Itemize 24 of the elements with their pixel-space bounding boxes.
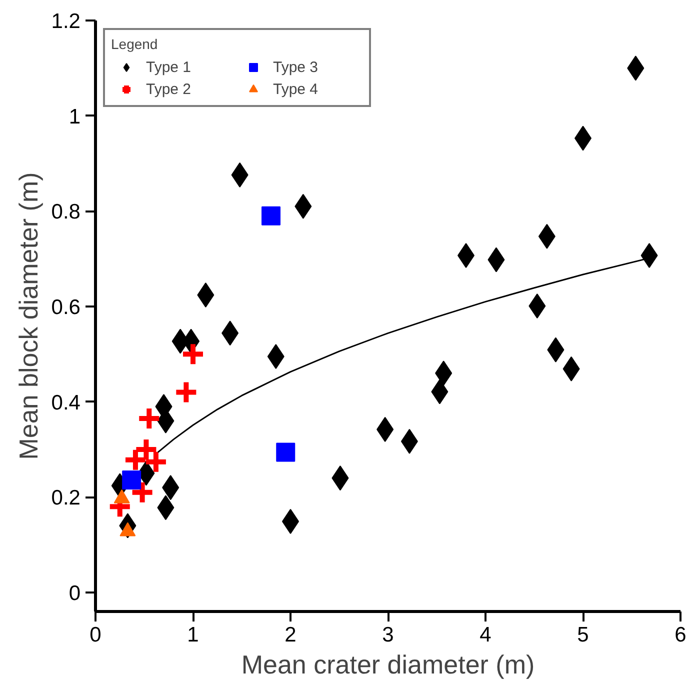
point xyxy=(276,442,296,462)
legend-label: Type 2 xyxy=(146,80,192,98)
y-tick-label: 0.4 xyxy=(51,391,81,414)
y-tick-label: 0 xyxy=(68,582,81,605)
point xyxy=(122,470,142,490)
x-tick-label: 5 xyxy=(577,624,589,646)
x-tick-label: 2 xyxy=(284,624,296,646)
legend-title: Legend xyxy=(111,36,159,52)
x-tick-label: 6 xyxy=(674,624,686,646)
legend-label: Type 4 xyxy=(273,80,320,98)
y-tick-label: 0.6 xyxy=(51,296,81,319)
y-tick-label: 1 xyxy=(68,105,81,128)
y-tick-label: 0.2 xyxy=(51,486,81,510)
y-axis-title: Mean block diameter (m) xyxy=(13,172,44,460)
x-tick-label: 3 xyxy=(382,624,394,646)
legend-label: Type 1 xyxy=(146,58,192,76)
y-tick-label: 1.2 xyxy=(51,10,81,33)
x-tick-label: 0 xyxy=(90,624,102,646)
x-tick-label: 4 xyxy=(480,624,492,646)
point xyxy=(262,206,280,226)
legend-label: Type 3 xyxy=(273,58,320,76)
y-tick-label: 0.8 xyxy=(51,200,81,224)
x-tick-label: 1 xyxy=(187,624,199,646)
x-axis-title: Mean crater diameter (m) xyxy=(241,650,535,680)
